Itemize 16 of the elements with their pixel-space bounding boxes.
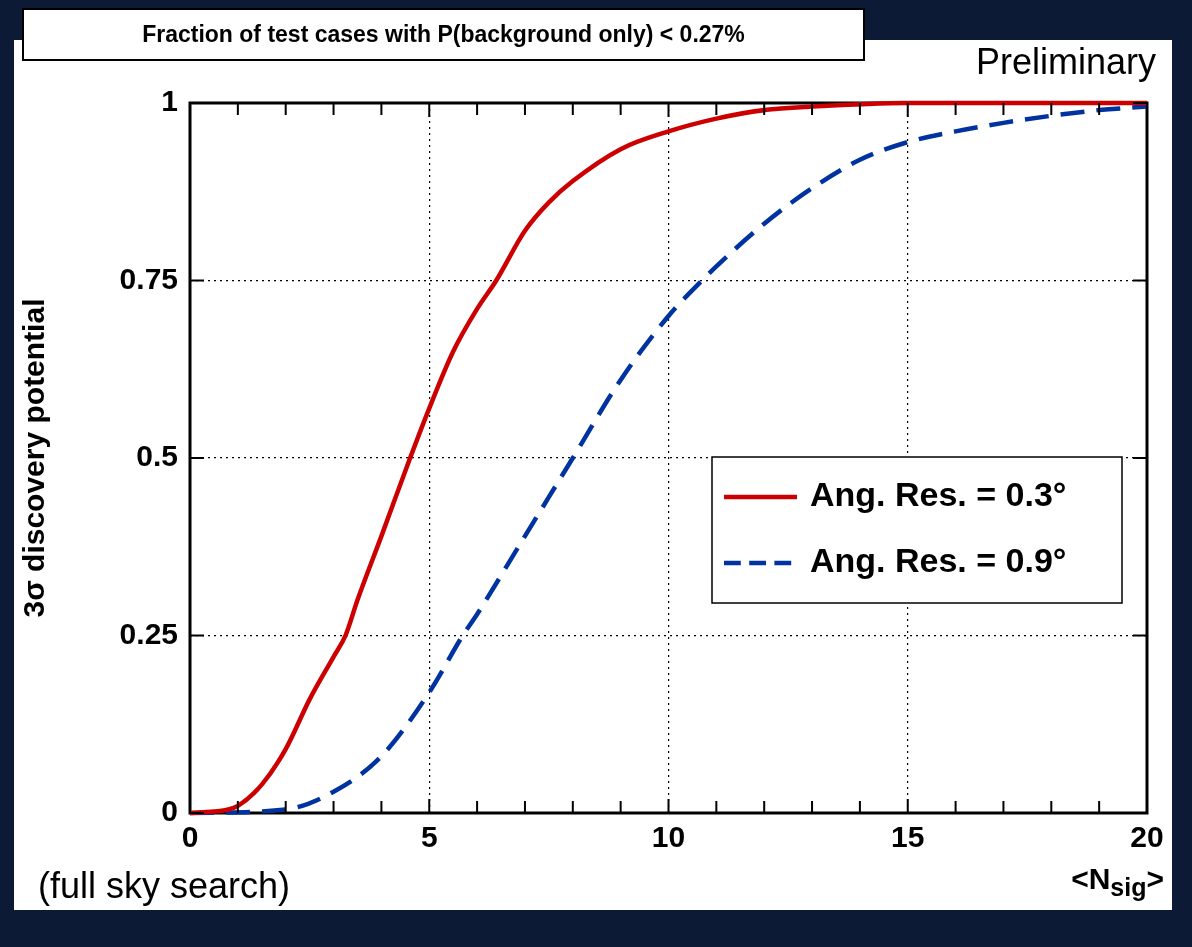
text: Preliminary [975, 40, 1156, 82]
chart-title: Fraction of test cases with P(background only) < 0.27% [22, 8, 865, 61]
x-tick-label: 15 [891, 820, 925, 854]
x-tick-label: 10 [651, 820, 686, 854]
y-tick-label: 0.25 [119, 616, 178, 650]
text: (full sky search) [38, 864, 291, 906]
y-tick-label: 0.75 [119, 261, 178, 295]
y-tick-label: 0.5 [136, 439, 178, 473]
legend-label: Ang. Res. = 0.3° [810, 475, 1067, 514]
x-axis-title: <N$_{sig}$> [1071, 862, 1164, 902]
x-tick-label: 20 [1130, 820, 1164, 854]
legend-label: Ang. Res. = 0.9° [810, 541, 1067, 580]
y-tick-label: 0 [161, 794, 178, 828]
x-tick-label: 5 [420, 820, 438, 854]
y-axis-title: 3σ discovery potential [17, 298, 51, 618]
y-tick-label: 1 [161, 84, 178, 118]
